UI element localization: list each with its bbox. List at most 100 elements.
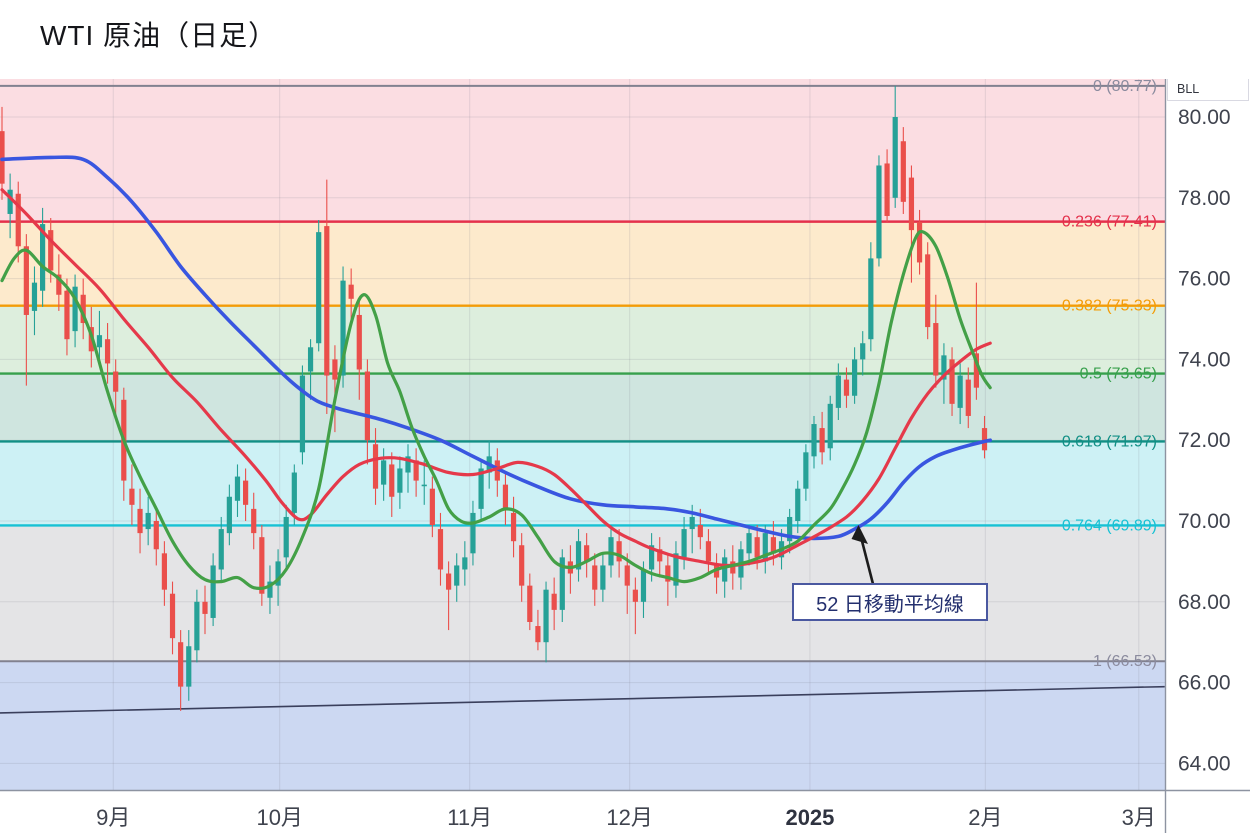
candle-up <box>649 545 655 570</box>
candle-down <box>23 246 29 315</box>
candle-down <box>104 339 111 364</box>
fib-labels: 0 (80.77) 0.236 (77.41) 0.382 (75.33) 0.5 (… <box>1062 78 1157 670</box>
candle-down <box>356 314 362 370</box>
candle-down <box>502 484 509 509</box>
fib-band <box>0 85 1165 222</box>
candle-down <box>169 593 176 639</box>
candle-up <box>868 258 874 340</box>
candle-down <box>15 193 21 247</box>
candle-down <box>705 541 712 562</box>
candle-up <box>860 343 866 360</box>
candlestick-series[interactable] <box>0 85 988 711</box>
fib-label: 1 (66.53) <box>1093 653 1157 670</box>
candle-up <box>876 165 882 259</box>
time-tick-label: 2025 <box>785 805 834 830</box>
price-tick-label: 76.00 <box>1178 268 1231 291</box>
time-tick-label: 11月 <box>447 805 492 830</box>
candle-up <box>145 512 151 530</box>
fib-bands <box>0 79 1165 790</box>
candle-up <box>575 541 582 570</box>
candle-up <box>608 537 614 566</box>
plot-area[interactable] <box>0 79 1165 790</box>
candle-up <box>397 468 403 493</box>
candle-up <box>640 569 647 602</box>
candle-down <box>819 428 825 453</box>
price-tick-label: 66.00 <box>1178 672 1231 695</box>
ma-green-shortterm[interactable] <box>0 229 992 591</box>
time-tick-label: 12月 <box>606 805 652 830</box>
ma-blue-52day[interactable] <box>0 155 992 541</box>
fib-label: 0.764 (69.89) <box>1062 517 1157 534</box>
candle-up <box>299 375 306 453</box>
candle-down <box>178 642 184 687</box>
instrument-badge[interactable]: BLL <box>1167 79 1249 101</box>
candle-down <box>413 460 419 481</box>
candle-down <box>713 565 720 578</box>
fib-band <box>0 79 1165 86</box>
candle-down <box>437 529 444 570</box>
candle-up <box>543 589 549 643</box>
candle-up <box>96 335 103 348</box>
candle-up <box>194 601 200 651</box>
candle-up <box>478 468 484 509</box>
fib-label: 0.236 (77.41) <box>1062 214 1157 231</box>
fib-level-lines <box>0 84 1165 663</box>
candle-down <box>981 428 988 451</box>
candle-up <box>7 189 13 214</box>
price-axis-labels[interactable]: 80.00 78.00 76.00 74.00 72.00 70.00 68.00 66.00… <box>1178 106 1231 775</box>
candle-up <box>811 424 817 457</box>
candle-up <box>600 565 606 590</box>
support-trendline[interactable] <box>0 685 1165 714</box>
candle-up <box>291 472 297 513</box>
candle-up <box>462 557 468 570</box>
price-tick-label: 68.00 <box>1178 591 1231 614</box>
candle-down <box>137 508 143 534</box>
candle-up <box>283 516 289 558</box>
candle-up <box>787 516 793 542</box>
candle-down <box>925 254 931 328</box>
price-tick-label: 72.00 <box>1178 429 1231 452</box>
candle-up <box>340 280 346 376</box>
candle-up <box>559 557 565 610</box>
candle-up <box>722 557 728 582</box>
candle-down <box>113 371 119 392</box>
candle-down <box>949 359 955 404</box>
candle-down <box>348 284 354 299</box>
time-axis-labels[interactable]: 9月 10月 11月 12月 2025 2月 3月 <box>96 805 1156 830</box>
candle-up <box>827 403 833 449</box>
candle-down <box>64 290 70 340</box>
candle-down <box>332 359 338 380</box>
candle-up <box>795 488 801 521</box>
fib-label: 0.618 (71.97) <box>1062 433 1157 450</box>
candle-up <box>267 581 273 598</box>
candle-up <box>852 359 858 396</box>
candle-up <box>689 516 695 530</box>
fib-label: 0.382 (75.33) <box>1062 298 1157 315</box>
candle-down <box>80 294 86 324</box>
candle-up <box>957 375 963 408</box>
candle-up <box>234 476 241 501</box>
candle-up <box>746 533 752 554</box>
candle-down <box>697 525 703 538</box>
candle-down <box>510 512 517 542</box>
annotation-arrow <box>851 525 875 585</box>
candle-down <box>843 379 850 396</box>
candle-down <box>584 545 590 562</box>
candle-down <box>0 131 5 184</box>
candle-down <box>624 565 630 586</box>
candle-down <box>259 537 265 594</box>
candle-down <box>56 274 62 295</box>
ma-red-midterm[interactable] <box>0 188 992 568</box>
candle-up <box>454 565 460 586</box>
candle-up <box>316 232 322 344</box>
candle-down <box>592 565 598 590</box>
fib-label: 0 (80.77) <box>1093 78 1157 95</box>
candle-down <box>153 521 159 550</box>
candle-down <box>551 593 557 610</box>
candle-down <box>324 226 330 376</box>
candle-up <box>307 347 314 372</box>
price-tick-label: 74.00 <box>1178 348 1231 371</box>
candle-down <box>916 222 923 263</box>
